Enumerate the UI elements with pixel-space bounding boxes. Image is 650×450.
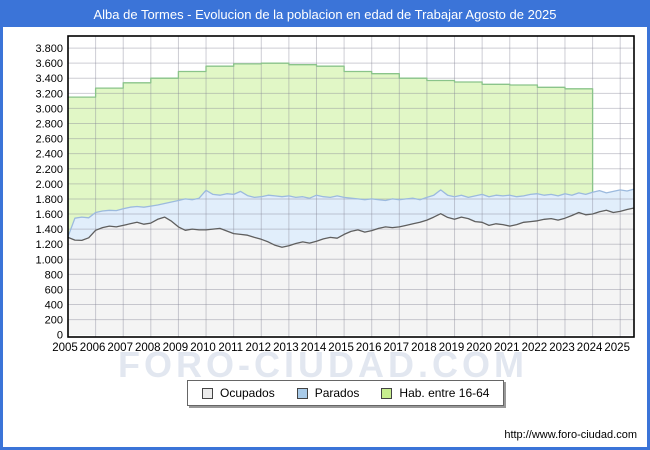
svg-text:2014: 2014 bbox=[301, 342, 327, 354]
chart-legend: Ocupados Parados Hab. entre 16-64 bbox=[187, 380, 505, 406]
foro-ciudad-link[interactable]: http://www.foro-ciudad.com bbox=[504, 429, 637, 441]
title-bar: Alba de Tormes - Evolucion de la poblaci… bbox=[3, 3, 647, 27]
svg-text:3.000: 3.000 bbox=[35, 103, 63, 115]
svg-text:2012: 2012 bbox=[246, 342, 272, 354]
svg-text:3.600: 3.600 bbox=[35, 58, 63, 70]
svg-text:1.800: 1.800 bbox=[35, 194, 63, 206]
svg-text:1.200: 1.200 bbox=[35, 239, 63, 251]
population-area-chart: 0 200 400 600 800 1.000 1.200 1.400 1.600 1.800 2.… bbox=[35, 35, 635, 354]
chart-title: Alba de Tormes - Evolucion de la poblaci… bbox=[93, 7, 557, 22]
legend-item-ocupados[interactable]: Ocupados bbox=[202, 386, 275, 400]
svg-text:2018: 2018 bbox=[411, 342, 437, 354]
svg-text:2005: 2005 bbox=[52, 342, 78, 354]
legend-label-hab-16-64: Hab. entre 16-64 bbox=[399, 386, 490, 400]
svg-text:3.200: 3.200 bbox=[35, 88, 63, 100]
svg-text:3.400: 3.400 bbox=[35, 73, 63, 85]
legend-item-hab-16-64[interactable]: Hab. entre 16-64 bbox=[381, 386, 489, 400]
svg-text:2021: 2021 bbox=[494, 342, 520, 354]
svg-text:400: 400 bbox=[45, 300, 63, 312]
svg-text:2.800: 2.800 bbox=[35, 119, 63, 131]
svg-text:2.200: 2.200 bbox=[35, 164, 63, 176]
svg-text:2020: 2020 bbox=[466, 342, 492, 354]
svg-text:2017: 2017 bbox=[384, 342, 410, 354]
svg-text:1.600: 1.600 bbox=[35, 209, 63, 221]
svg-text:0: 0 bbox=[57, 330, 63, 342]
svg-text:2015: 2015 bbox=[328, 342, 354, 354]
svg-text:2013: 2013 bbox=[273, 342, 299, 354]
svg-text:2024: 2024 bbox=[577, 342, 603, 354]
svg-text:2.600: 2.600 bbox=[35, 134, 63, 146]
chart-area: 0 200 400 600 800 1.000 1.200 1.400 1.600 1.800 2.… bbox=[11, 32, 645, 362]
svg-text:2025: 2025 bbox=[604, 342, 630, 354]
legend-label-ocupados: Ocupados bbox=[220, 386, 275, 400]
svg-text:2023: 2023 bbox=[549, 342, 575, 354]
svg-text:2022: 2022 bbox=[522, 342, 548, 354]
svg-text:2011: 2011 bbox=[218, 342, 243, 354]
svg-text:3.800: 3.800 bbox=[35, 43, 63, 55]
legend-item-parados[interactable]: Parados bbox=[296, 386, 360, 400]
svg-text:1.400: 1.400 bbox=[35, 224, 63, 236]
legend-label-parados: Parados bbox=[314, 386, 360, 400]
svg-text:800: 800 bbox=[45, 269, 63, 281]
svg-text:2019: 2019 bbox=[439, 342, 465, 354]
svg-text:2010: 2010 bbox=[190, 342, 216, 354]
svg-text:2009: 2009 bbox=[163, 342, 189, 354]
svg-text:2.400: 2.400 bbox=[35, 149, 63, 161]
svg-text:2006: 2006 bbox=[80, 342, 106, 354]
svg-text:2008: 2008 bbox=[135, 342, 161, 354]
svg-text:2016: 2016 bbox=[356, 342, 382, 354]
svg-text:200: 200 bbox=[45, 315, 63, 327]
svg-text:2.000: 2.000 bbox=[35, 179, 63, 191]
parados-swatch-icon bbox=[296, 387, 308, 399]
ocupados-swatch-icon bbox=[202, 387, 213, 399]
svg-text:600: 600 bbox=[45, 284, 63, 296]
hab-16-64-swatch-icon bbox=[381, 387, 393, 399]
svg-text:1.000: 1.000 bbox=[35, 254, 63, 266]
svg-text:2007: 2007 bbox=[107, 342, 133, 354]
